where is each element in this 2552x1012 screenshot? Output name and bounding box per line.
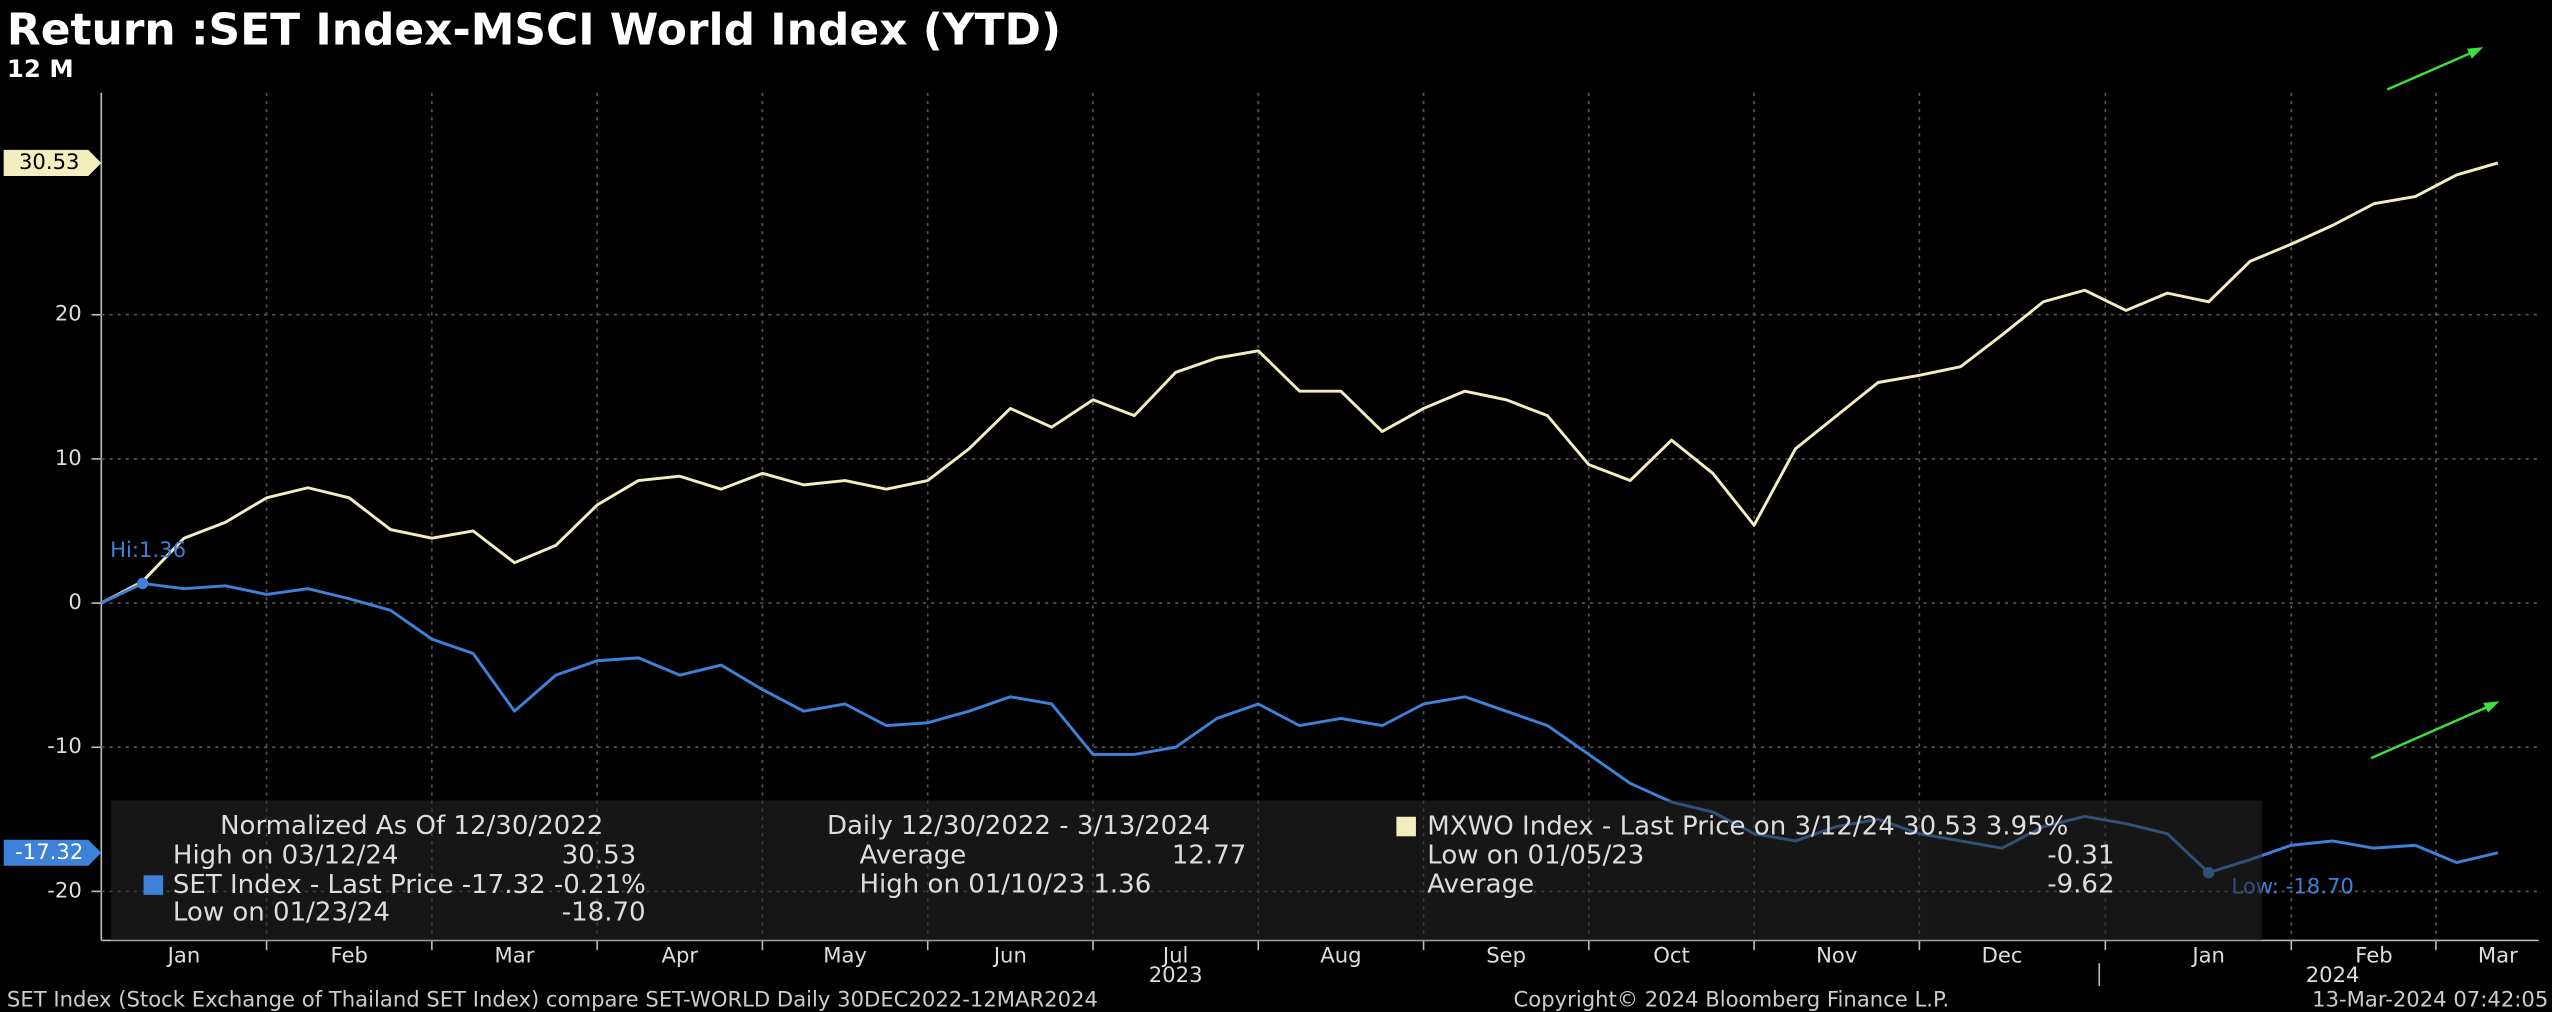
y-tick-label: -20 — [47, 877, 82, 902]
legend-text: - Last Price on 3/12/24 30.53 3.95% — [1594, 811, 2069, 841]
footer-copyright: Copyright© 2024 Bloomberg Finance L.P. — [1514, 987, 1950, 1012]
legend-swatch — [1396, 816, 1416, 837]
chart-title: Return :SET Index-MSCI World Index (YTD) — [7, 5, 1061, 56]
legend-text: Low on 01/05/23 — [1427, 840, 1644, 870]
legend-text: 30.53 — [562, 840, 636, 870]
footer-time: 13-Mar-2024 07:42:05 — [2312, 987, 2548, 1012]
last-value-label: -17.32 — [15, 839, 83, 864]
legend-entry: SET Index - Last Price -17.32 -0.21% — [173, 870, 646, 900]
legend-text: -0.31 — [2047, 840, 2114, 870]
series-line — [100, 161, 2499, 605]
arrows — [2370, 47, 2500, 760]
x-tick-label: Aug — [1320, 943, 1361, 968]
legend-box — [111, 800, 2262, 941]
footer-left: SET Index (Stock Exchange of Thailand SE… — [7, 987, 1098, 1012]
chart-subtitle: 12 M — [7, 54, 74, 83]
high-marker — [136, 577, 149, 590]
year-label: 2023 — [1149, 962, 1203, 987]
legend-text: Average — [859, 840, 966, 870]
x-tick-label: May — [823, 943, 867, 968]
plot-area: -20 -10 0 10 20 Jan Feb Mar Apr May Jun Jul Aug Sep Oc… — [3, 92, 2539, 987]
x-tick-label: Feb — [2355, 943, 2392, 968]
x-tick-label: Jan — [166, 943, 201, 968]
x-tick-label: Jul — [1161, 943, 1189, 968]
arrow-head — [2483, 701, 2500, 713]
x-tick-label: Nov — [1816, 943, 1857, 968]
legend-text: Normalized As Of 12/30/2022 — [220, 811, 603, 841]
legend-entry: MXWO Index - Last Price on 3/12/24 30.53… — [1427, 811, 2068, 841]
legend-text: Average — [1427, 870, 1534, 900]
legend-text: High on 01/10/23 1.36 — [859, 870, 1151, 900]
last-value-label: 30.53 — [19, 149, 80, 174]
arrow-head — [2466, 47, 2484, 59]
x-tick-label: Mar — [2478, 943, 2518, 968]
last-value-tag — [3, 839, 102, 866]
y-tick-label: 10 — [55, 445, 82, 470]
legend: Normalized As Of 12/30/2022 Daily 12/30/2… — [143, 811, 2115, 927]
x-tick-label: Mar — [495, 943, 535, 968]
high-annotation: Hi:1.36 — [110, 537, 186, 562]
legend-text: Daily 12/30/2022 - 3/13/2024 — [827, 811, 1210, 841]
y-tick-label: 0 — [68, 589, 81, 614]
legend-text: -9.62 — [2047, 870, 2114, 900]
legend-series-name: SET Index — [173, 870, 302, 900]
last-value-tag — [3, 149, 102, 176]
legend-text: High on 03/12/24 — [173, 840, 399, 870]
x-tick-label: Dec — [1982, 943, 2023, 968]
legend-text: - Last Price -17.32 -0.21% — [302, 870, 646, 900]
y-tick-label: -10 — [47, 733, 82, 758]
legend-text: Low on 01/23/24 — [173, 897, 390, 927]
arrow — [2386, 49, 2478, 91]
legend-text: 12.77 — [1172, 840, 1246, 870]
legend-swatch — [143, 875, 164, 895]
arrow — [2370, 703, 2494, 760]
x-tick-label: Jun — [992, 943, 1027, 968]
legend-text: -18.70 — [562, 897, 646, 927]
x-tick-label: Jan — [2190, 943, 2225, 968]
legend-series-name: MXWO Index — [1427, 811, 1593, 841]
x-tick-label: Oct — [1653, 943, 1690, 968]
y-tick-label: 20 — [55, 301, 82, 326]
x-tick-label: Feb — [331, 943, 368, 968]
x-tick-label: Sep — [1486, 943, 1526, 968]
year-label: 2024 — [2306, 962, 2360, 987]
x-tick-label: Apr — [661, 943, 698, 968]
